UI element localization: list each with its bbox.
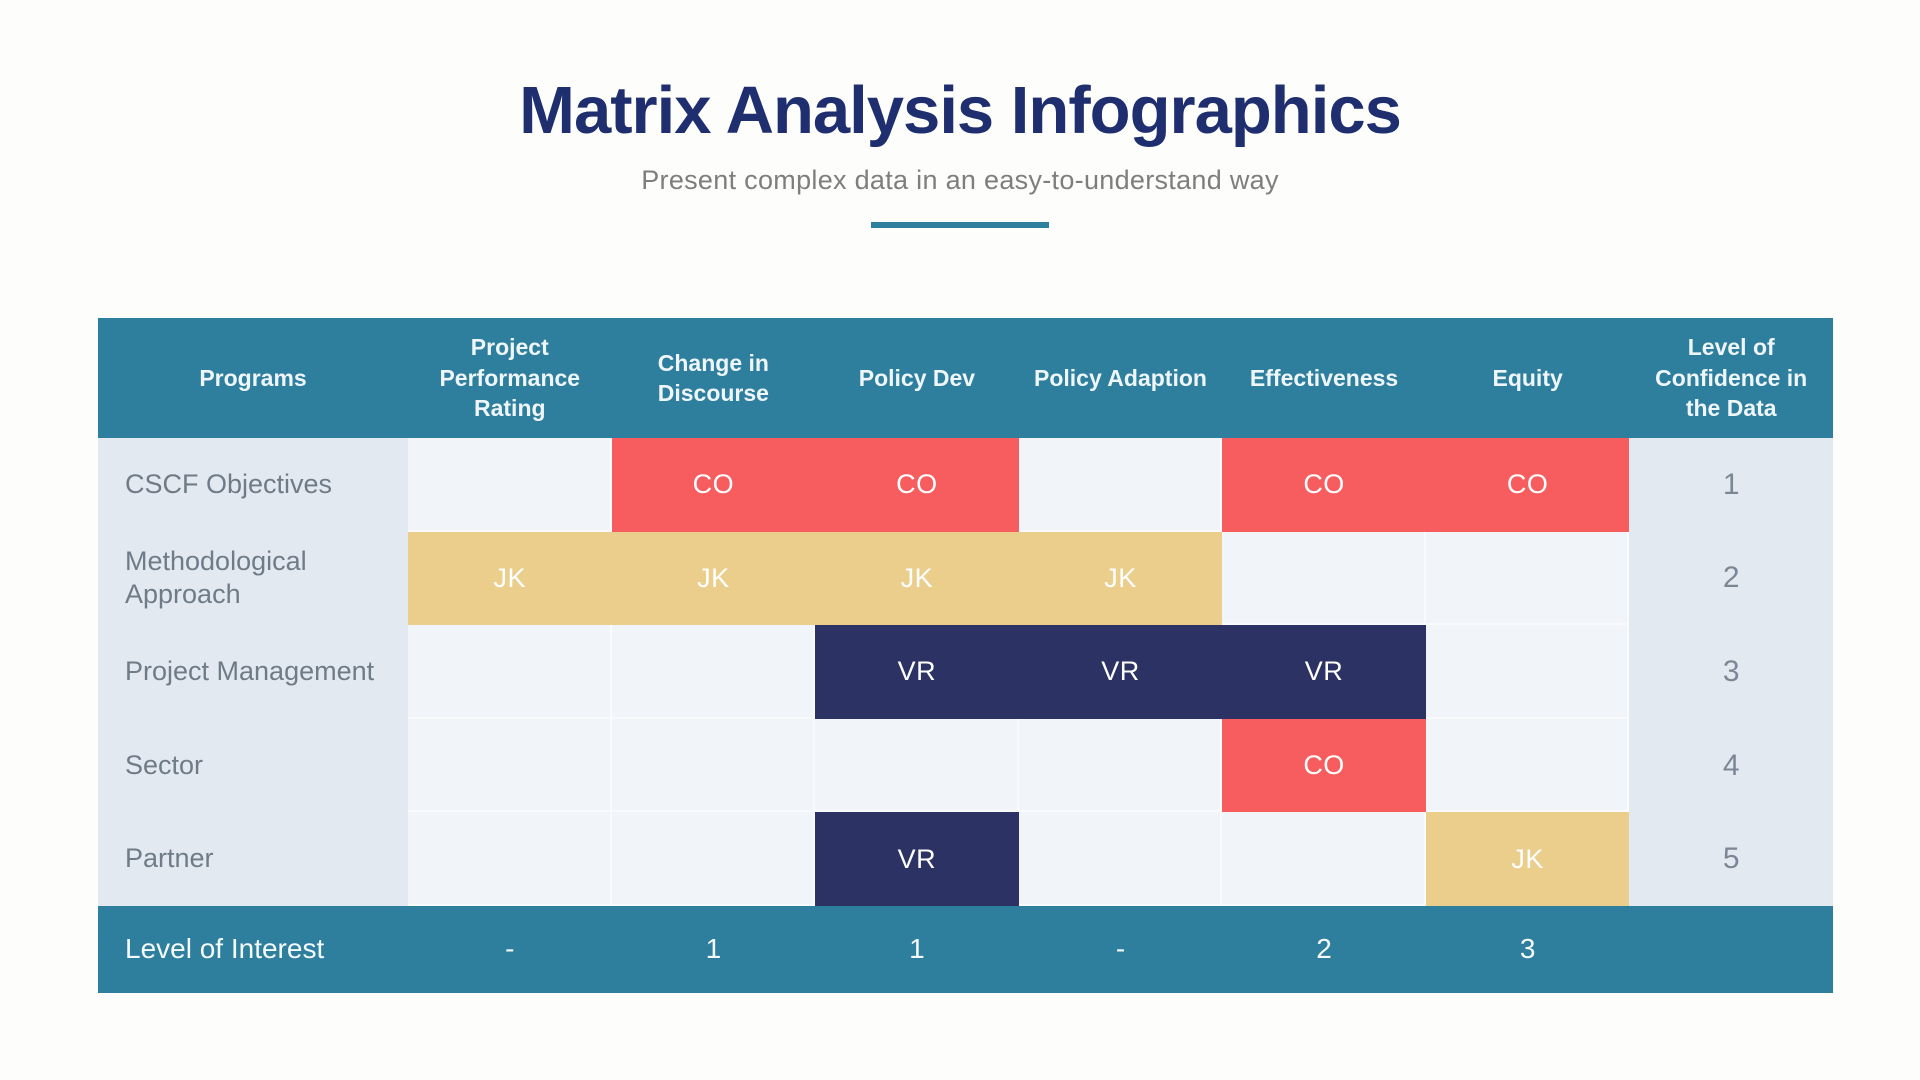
confidence-value-4: 5 (1629, 812, 1833, 906)
matrix-cell-1-3: JK (1018, 531, 1223, 626)
row-label-0: CSCF Objectives (98, 438, 408, 532)
page-subtitle: Present complex data in an easy-to-under… (641, 165, 1279, 196)
matrix-cell-3-2 (815, 718, 1019, 813)
footer-value-1: 1 (611, 905, 816, 993)
matrix-cell-4-2: VR (815, 812, 1019, 906)
matrix-cell-4-5: JK (1425, 812, 1630, 906)
confidence-value-1: 2 (1629, 531, 1833, 626)
column-header-1: Project Performance Rating (408, 318, 612, 438)
row-label-4: Partner (98, 812, 408, 906)
confidence-value-3: 4 (1629, 718, 1833, 813)
matrix-cell-4-3 (1018, 812, 1223, 906)
confidence-value-0: 1 (1629, 438, 1833, 532)
column-header-2: Change in Discourse (611, 318, 816, 438)
matrix-table: Programs Project Performance Rating Change… (98, 318, 1833, 993)
column-header-7: Level of Confidence in the Data (1629, 318, 1833, 438)
matrix-cell-2-2: VR (815, 625, 1019, 719)
confidence-value-2: 3 (1629, 625, 1833, 719)
footer-empty-cell (1629, 905, 1833, 993)
footer-value-4: 2 (1222, 905, 1426, 993)
column-header-0: Programs (98, 318, 408, 438)
matrix-cell-2-1 (611, 625, 816, 719)
matrix-cell-2-5 (1425, 625, 1630, 719)
column-header-3: Policy Dev (815, 318, 1019, 438)
row-label-2: Project Management (98, 625, 408, 719)
matrix-cell-2-0 (408, 625, 612, 719)
matrix-cell-4-4 (1222, 812, 1426, 906)
matrix-cell-3-0 (408, 718, 612, 813)
matrix-cell-1-2: JK (815, 531, 1019, 626)
page-title: Matrix Analysis Infographics (519, 73, 1402, 148)
footer-value-3: - (1018, 905, 1223, 993)
matrix-cell-1-0: JK (408, 531, 612, 626)
footer-value-0: - (408, 905, 612, 993)
matrix-cell-2-3: VR (1018, 625, 1223, 719)
title-divider-line (871, 222, 1049, 229)
column-header-6: Equity (1425, 318, 1630, 438)
matrix-cell-0-0 (408, 438, 612, 532)
row-label-3: Sector (98, 718, 408, 813)
matrix-cell-3-4: CO (1222, 718, 1426, 813)
footer-value-5: 3 (1425, 905, 1630, 993)
footer-value-2: 1 (815, 905, 1019, 993)
matrix-cell-3-5 (1425, 718, 1630, 813)
column-header-5: Effectiveness (1222, 318, 1426, 438)
matrix-cell-4-0 (408, 812, 612, 906)
matrix-cell-0-4: CO (1222, 438, 1426, 532)
matrix-cell-1-5 (1425, 531, 1630, 626)
column-header-4: Policy Adaption (1018, 318, 1223, 438)
matrix-cell-2-4: VR (1222, 625, 1426, 719)
matrix-cell-1-1: JK (611, 531, 816, 626)
row-label-1: Methodological Approach (98, 531, 408, 626)
matrix-cell-4-1 (611, 812, 816, 906)
footer-label: Level of Interest (98, 905, 408, 993)
matrix-cell-0-3 (1018, 438, 1223, 532)
matrix-cell-0-1: CO (611, 438, 816, 532)
matrix-cell-3-1 (611, 718, 816, 813)
matrix-cell-3-3 (1018, 718, 1223, 813)
matrix-cell-0-5: CO (1425, 438, 1630, 532)
matrix-cell-1-4 (1222, 531, 1426, 626)
matrix-cell-0-2: CO (815, 438, 1019, 532)
